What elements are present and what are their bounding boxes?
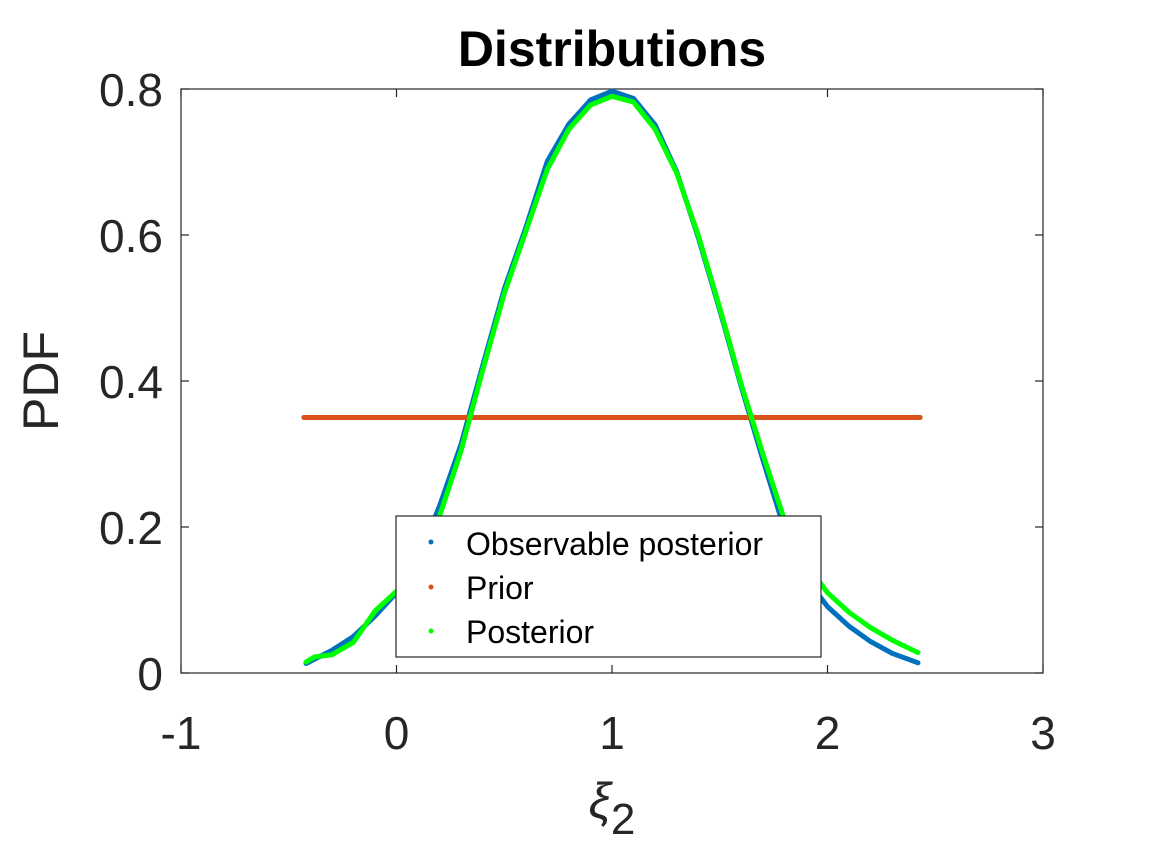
x-tick-label: 1 [599, 707, 625, 759]
x-axis-label-subscript: 2 [611, 795, 635, 844]
legend-label-observable-posterior: Observable posterior [466, 526, 763, 562]
legend-box [395, 515, 822, 658]
y-tick-label: 0.6 [99, 210, 163, 262]
x-tick-label: 3 [1030, 707, 1056, 759]
legend: Observable posterior Prior Posterior [395, 515, 822, 658]
x-axis-label: ξ2 [589, 773, 636, 844]
legend-marker-prior [428, 584, 434, 590]
y-axis-label: PDF [13, 331, 69, 431]
y-tick-labels: 0 0.2 0.4 0.6 0.8 [99, 64, 163, 700]
y-tick-label: 0.4 [99, 356, 163, 408]
y-tick-label: 0 [137, 648, 163, 700]
chart-title: Distributions [458, 21, 766, 77]
legend-label-posterior: Posterior [466, 614, 594, 650]
legend-marker-posterior [428, 628, 434, 634]
y-tick-label: 0.8 [99, 64, 163, 116]
x-tick-label: 2 [815, 707, 841, 759]
x-axis-label-symbol: ξ [589, 773, 614, 829]
x-tick-label: 0 [384, 707, 410, 759]
legend-marker-observable-posterior [428, 539, 434, 545]
x-tick-labels: -1 0 1 2 3 [161, 707, 1056, 759]
x-tick-label: -1 [161, 707, 202, 759]
legend-label-prior: Prior [466, 570, 534, 606]
y-tick-label: 0.2 [99, 502, 163, 554]
